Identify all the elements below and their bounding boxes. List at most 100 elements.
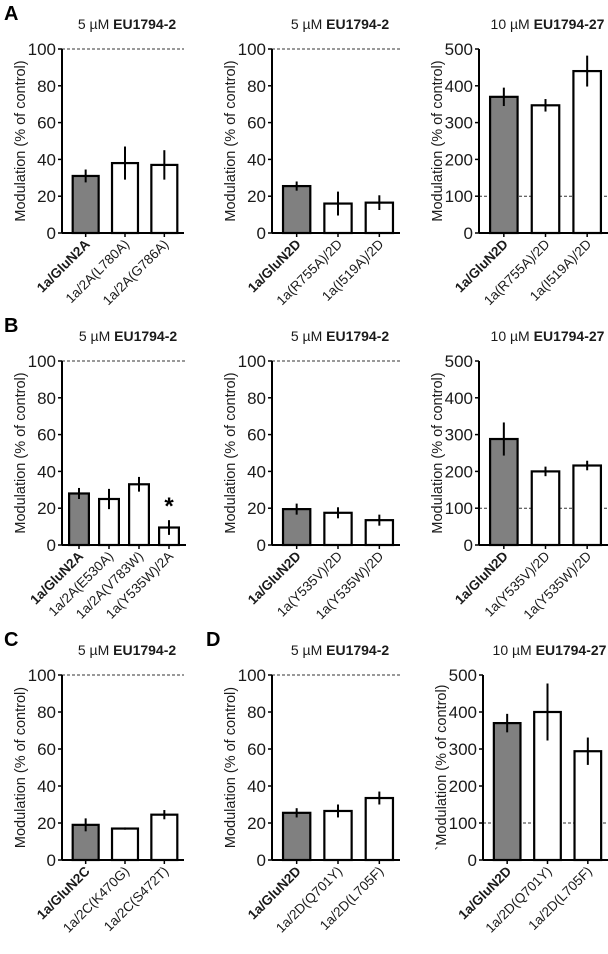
chart-title-concentration: 5 µM bbox=[78, 642, 113, 658]
y-tick-label: 60 bbox=[37, 740, 56, 759]
y-tick-label: 0 bbox=[257, 536, 266, 555]
y-tick-label: 40 bbox=[37, 462, 56, 481]
y-tick-label: 40 bbox=[37, 150, 56, 169]
y-tick-label: 400 bbox=[449, 703, 477, 722]
chart-title: 10 µM EU1794-27 bbox=[491, 328, 605, 344]
panel-letter-b: B bbox=[4, 315, 18, 337]
chart-5: 5 µM EU1794-2 Modulation (% of control) 0 2… bbox=[223, 328, 400, 622]
y-tick-label: 40 bbox=[247, 150, 266, 169]
y-axis-label: Modulation (% of control) bbox=[430, 372, 446, 533]
chart-7: 5 µM EU1794-2 Modulation (% of control) 0 2… bbox=[13, 642, 184, 936]
y-tick-label: 0 bbox=[464, 224, 473, 243]
bar bbox=[530, 470, 561, 547]
y-tick-label: 60 bbox=[247, 114, 266, 133]
chart-title-compound: EU1794-27 bbox=[534, 16, 605, 32]
y-tick-label: 80 bbox=[37, 703, 56, 722]
chart-title-compound: EU1794-2 bbox=[113, 642, 176, 658]
y-tick-label: 20 bbox=[37, 187, 56, 206]
chart-title-compound: EU1794-27 bbox=[534, 328, 605, 344]
significance-marker: * bbox=[164, 493, 174, 520]
y-tick-label: 20 bbox=[37, 499, 56, 518]
y-tick-label: 60 bbox=[37, 426, 56, 445]
bar bbox=[128, 483, 151, 547]
y-tick-label: 200 bbox=[445, 150, 473, 169]
y-axis-label: Modulation (% of control) bbox=[223, 687, 239, 848]
y-tick-label: 500 bbox=[445, 352, 473, 371]
y-tick-label: 80 bbox=[37, 77, 56, 96]
y-tick-label: 100 bbox=[445, 187, 473, 206]
bar bbox=[572, 69, 603, 235]
chart-title-concentration: 5 µM bbox=[291, 642, 326, 658]
y-tick-label: 40 bbox=[37, 777, 56, 796]
y-axis-label: Modulation (% of control) bbox=[13, 372, 29, 533]
chart-title: 5 µM EU1794-2 bbox=[78, 16, 177, 32]
y-axis-label: Modulation (% of control) bbox=[13, 60, 29, 221]
bar bbox=[364, 796, 395, 862]
y-tick-label: 80 bbox=[37, 389, 56, 408]
chart-title-compound: EU1794-2 bbox=[326, 642, 389, 658]
y-tick-label: 20 bbox=[247, 187, 266, 206]
y-tick-label: 300 bbox=[445, 114, 473, 133]
y-tick-label: 300 bbox=[445, 426, 473, 445]
panel-letter-a: A bbox=[4, 3, 18, 25]
y-tick-label: 20 bbox=[247, 499, 266, 518]
y-tick-label: 100 bbox=[238, 352, 266, 371]
y-tick-label: 100 bbox=[449, 814, 477, 833]
bar bbox=[150, 163, 179, 235]
bar bbox=[150, 813, 179, 862]
y-tick-label: 100 bbox=[445, 499, 473, 518]
bar bbox=[492, 721, 522, 862]
chart-3: 10 µM EU1794-27 Modulation (% of control)… bbox=[430, 16, 608, 308]
y-tick-label: 100 bbox=[28, 666, 56, 685]
chart-title: 5 µM EU1794-2 bbox=[78, 642, 177, 658]
chart-title: 5 µM EU1794-2 bbox=[291, 328, 390, 344]
bar bbox=[573, 750, 603, 862]
y-tick-label: 60 bbox=[247, 740, 266, 759]
y-tick-label: 60 bbox=[37, 114, 56, 133]
y-axis-label: Modulation (% of control) bbox=[223, 372, 239, 533]
bar bbox=[71, 174, 100, 235]
y-tick-label: 500 bbox=[449, 666, 477, 685]
chart-9: 10 µM EU1794-27 `Modulation (% of control… bbox=[434, 642, 608, 936]
chart-title-concentration: 5 µM bbox=[79, 328, 114, 344]
y-tick-label: 0 bbox=[47, 851, 56, 870]
y-tick-label: 0 bbox=[257, 851, 266, 870]
y-tick-label: 80 bbox=[247, 389, 266, 408]
bar bbox=[572, 464, 603, 547]
bar bbox=[281, 184, 312, 235]
chart-title-concentration: 5 µM bbox=[291, 16, 326, 32]
chart-4: 5 µM EU1794-2 Modulation (% of control) 0 2… bbox=[13, 328, 186, 622]
chart-title-concentration: 10 µM bbox=[491, 16, 534, 32]
y-tick-label: 80 bbox=[247, 77, 266, 96]
y-tick-label: 200 bbox=[449, 777, 477, 796]
y-tick-label: 500 bbox=[445, 40, 473, 59]
y-tick-label: 100 bbox=[238, 40, 266, 59]
chart-6: 10 µM EU1794-27 Modulation (% of control)… bbox=[430, 328, 608, 622]
y-axis-label: Modulation (% of control) bbox=[430, 60, 446, 221]
panel-letter-d: D bbox=[206, 629, 220, 651]
chart-title-compound: EU1794-2 bbox=[114, 328, 177, 344]
y-tick-label: 400 bbox=[445, 77, 473, 96]
chart-title-concentration: 5 µM bbox=[78, 16, 113, 32]
chart-title: 10 µM EU1794-27 bbox=[493, 642, 607, 658]
y-tick-label: 100 bbox=[28, 40, 56, 59]
bar bbox=[281, 811, 312, 862]
bar bbox=[67, 492, 90, 547]
chart-title: 5 µM EU1794-2 bbox=[291, 642, 390, 658]
chart-title-compound: EU1794-2 bbox=[326, 16, 389, 32]
y-tick-label: 0 bbox=[47, 536, 56, 555]
chart-title-compound: EU1794-27 bbox=[536, 642, 607, 658]
y-tick-label: 200 bbox=[445, 462, 473, 481]
chart-title: 10 µM EU1794-27 bbox=[491, 16, 605, 32]
chart-title: 5 µM EU1794-2 bbox=[291, 16, 390, 32]
y-tick-label: 0 bbox=[47, 224, 56, 243]
bar bbox=[530, 104, 561, 235]
y-axis-label: `Modulation (% of control) bbox=[434, 684, 450, 850]
y-tick-label: 100 bbox=[238, 666, 266, 685]
panel-letter-c: C bbox=[4, 629, 18, 651]
chart-title-concentration: 5 µM bbox=[291, 328, 326, 344]
chart-title-compound: EU1794-2 bbox=[113, 16, 176, 32]
y-tick-label: 0 bbox=[257, 224, 266, 243]
y-tick-label: 60 bbox=[247, 426, 266, 445]
